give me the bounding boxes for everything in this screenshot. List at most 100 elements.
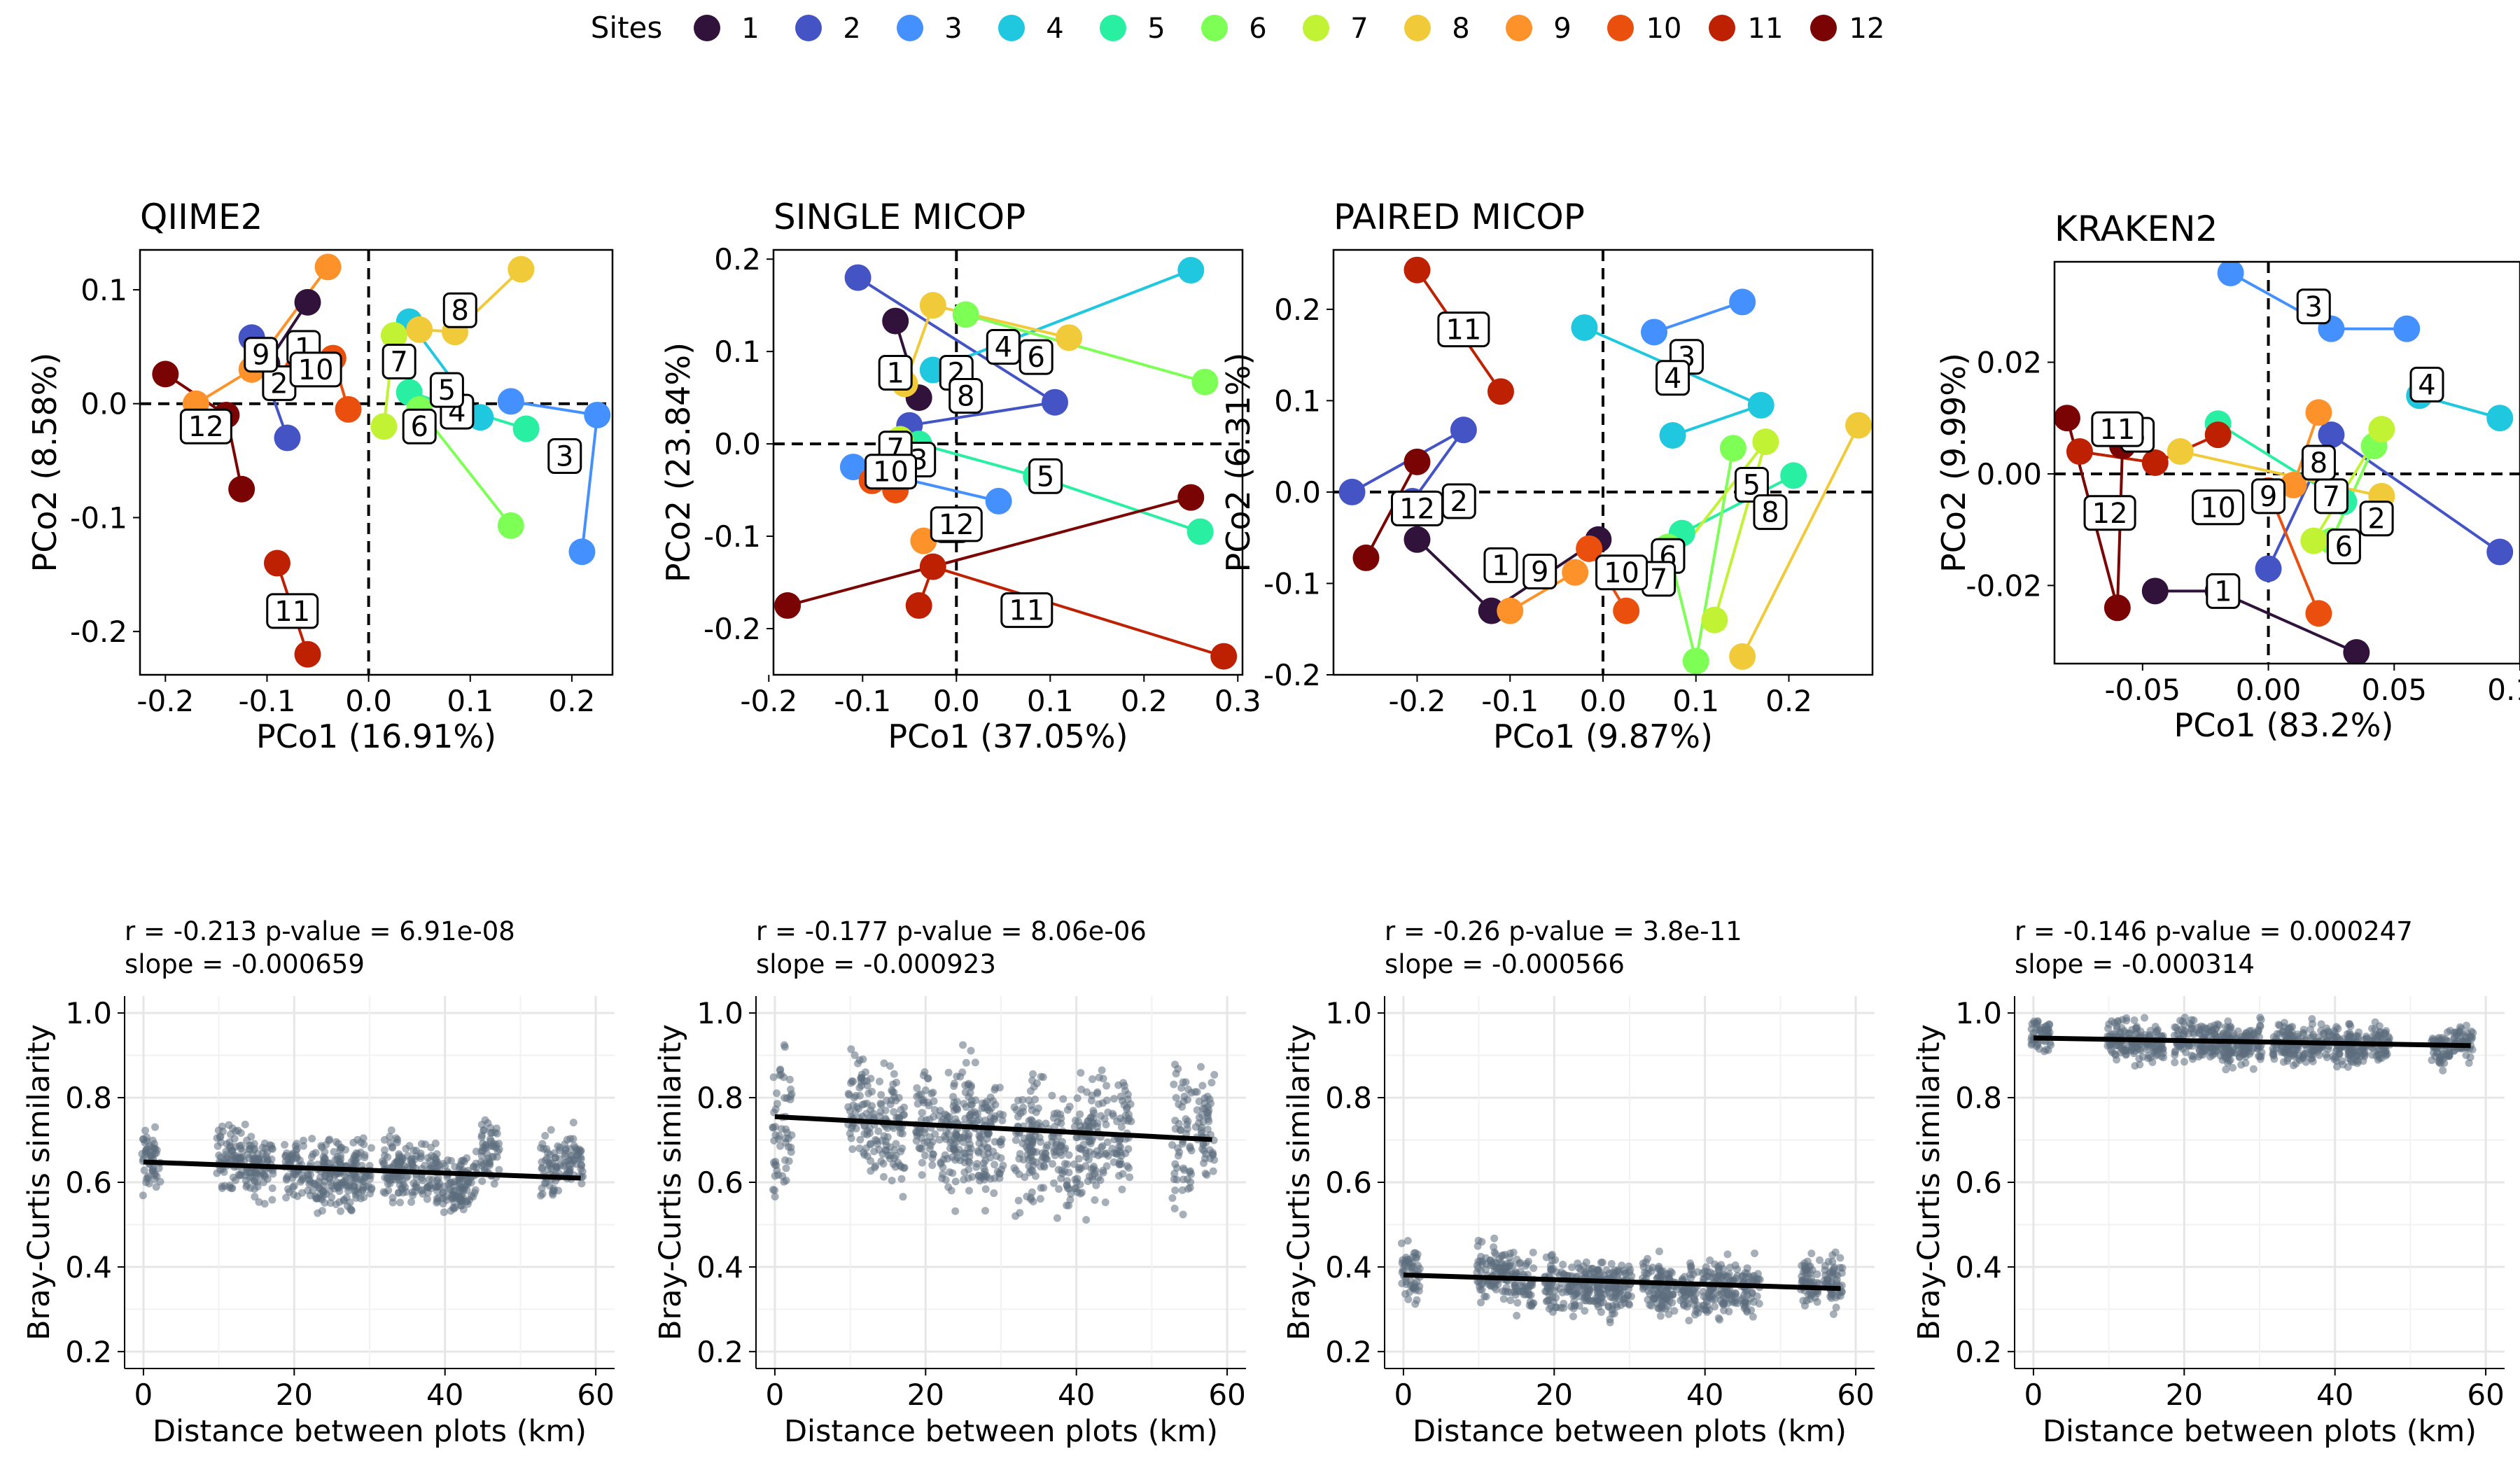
site-2-label: 2 [1450, 486, 1467, 518]
site-1-label: 1 [2214, 575, 2232, 608]
similarity-point [380, 1135, 388, 1144]
similarity-point [139, 1191, 147, 1200]
similarity-point [337, 1207, 345, 1215]
similarity-point [1545, 1291, 1553, 1299]
similarity-point [1521, 1261, 1530, 1270]
similarity-point [1799, 1296, 1807, 1305]
similarity-point [1681, 1273, 1689, 1281]
similarity-point [455, 1195, 463, 1203]
stats-r-pvalue: r = -0.146 p-value = 0.000247 [2015, 916, 2413, 946]
site-8-label-box [948, 377, 983, 414]
similarity-point [427, 1143, 435, 1152]
similarity-point [2286, 1023, 2295, 1032]
similarity-point [321, 1198, 329, 1207]
similarity-point [392, 1134, 400, 1142]
site-3-label-box [547, 438, 582, 475]
similarity-point [2180, 1014, 2189, 1022]
similarity-point [2368, 1024, 2376, 1032]
similarity-point [1040, 1184, 1048, 1192]
similarity-point [1049, 1160, 1057, 1168]
site-11-point [263, 550, 290, 577]
similarity-point [1687, 1262, 1695, 1270]
similarity-point [995, 1170, 1004, 1178]
similarity-point [1168, 1141, 1177, 1149]
similarity-point [944, 1068, 953, 1077]
site-12-label: 12 [939, 509, 974, 541]
similarity-point [2281, 1018, 2289, 1027]
similarity-point [1530, 1264, 1538, 1273]
x-tick-label: -0.1 [238, 684, 295, 718]
similarity-point [2295, 1051, 2304, 1060]
similarity-point [410, 1147, 418, 1155]
x-tick-label: 0 [134, 1378, 153, 1412]
similarity-point [2299, 1029, 2307, 1037]
similarity-point [980, 1164, 988, 1172]
y-tick-label: 0.2 [65, 1335, 112, 1369]
similarity-point [983, 1098, 991, 1106]
similarity-point [877, 1100, 886, 1109]
similarity-point [968, 1172, 976, 1181]
site-9-label-box [244, 337, 279, 373]
similarity-point [228, 1184, 237, 1192]
similarity-point [1032, 1079, 1041, 1087]
similarity-point [1410, 1249, 1418, 1257]
similarity-point [876, 1077, 884, 1086]
similarity-point [1730, 1296, 1739, 1305]
similarity-point [973, 1117, 981, 1126]
site-11-line [917, 565, 1224, 658]
similarity-point [1475, 1278, 1483, 1287]
similarity-point [321, 1172, 330, 1181]
similarity-point [2184, 1041, 2192, 1049]
similarity-point [1029, 1161, 1037, 1170]
similarity-point [1042, 1119, 1050, 1128]
similarity-point [1680, 1301, 1688, 1310]
similarity-point [1498, 1252, 1506, 1261]
similarity-point [1499, 1287, 1507, 1296]
similarity-point [898, 1144, 906, 1153]
site-11-point [919, 553, 946, 580]
site-10-label: 10 [873, 456, 909, 489]
similarity-point [245, 1154, 253, 1163]
site-3-point [497, 388, 524, 415]
similarity-point [1609, 1283, 1617, 1292]
legend-label-site-4: 4 [1046, 13, 1063, 45]
similarity-point [569, 1119, 578, 1127]
similarity-point [148, 1136, 157, 1144]
site-7-label-box [382, 343, 416, 379]
similarity-point [855, 1144, 864, 1153]
similarity-point [138, 1149, 146, 1158]
similarity-point [785, 1075, 794, 1084]
similarity-point [1072, 1184, 1080, 1193]
similarity-point [972, 1163, 981, 1171]
legend-marker-site-10 [1607, 15, 1634, 41]
site-10-label-box [864, 454, 917, 490]
similarity-point [425, 1182, 433, 1190]
similarity-point [1568, 1264, 1576, 1272]
similarity-point [774, 1135, 783, 1143]
y-tick-label: -0.1 [1264, 566, 1321, 601]
similarity-point [547, 1126, 555, 1134]
similarity-point [986, 1175, 995, 1183]
similarity-point [892, 1096, 900, 1105]
similarity-point [563, 1135, 571, 1144]
similarity-point [1210, 1156, 1219, 1164]
site-8-label-box [2301, 444, 2336, 481]
similarity-point [251, 1156, 259, 1165]
similarity-point [1703, 1308, 1712, 1316]
similarity-point [2148, 1058, 2157, 1066]
x-tick-label: 0.10 [2487, 673, 2520, 707]
similarity-point [1655, 1247, 1663, 1256]
similarity-point [1036, 1195, 1044, 1203]
similarity-point [1057, 1174, 1065, 1182]
similarity-point [433, 1194, 441, 1203]
similarity-point [915, 1091, 923, 1099]
x-tick-label: -0.05 [2104, 673, 2180, 707]
site-2-point [1338, 478, 1366, 505]
site-9-label-box [1522, 553, 1558, 589]
site-1-point [1478, 597, 1505, 624]
site-6-label: 6 [2335, 531, 2353, 564]
y-tick-label: 0.4 [65, 1250, 112, 1284]
similarity-point [967, 1046, 975, 1055]
